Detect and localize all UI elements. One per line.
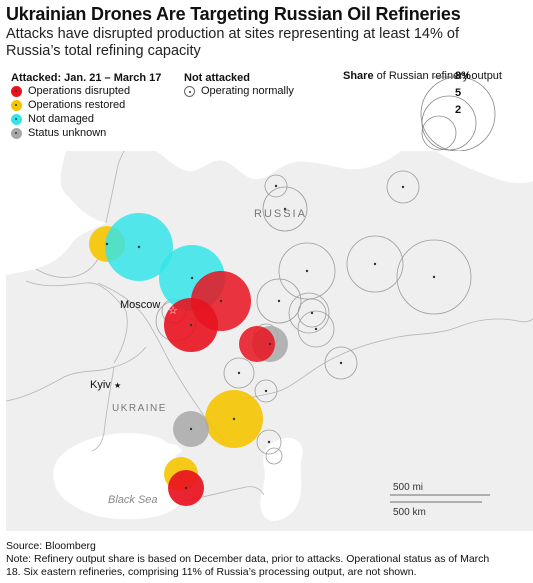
black-sea — [53, 433, 183, 520]
border-belarus — [25, 280, 128, 364]
white-sea — [156, 151, 401, 180]
yellow-dot-icon — [11, 99, 22, 111]
kyiv-star-icon: ★ — [114, 381, 121, 390]
refinery-circle — [254, 379, 278, 403]
size-legend-5: 5 — [455, 87, 462, 99]
map: RUSSIA UKRAINE Black Sea Moscow ☆ Kyiv ★… — [6, 151, 533, 531]
cyan-dot-icon — [11, 113, 22, 125]
border-finland — [105, 151, 125, 224]
legend-item-not-damaged: Not damaged — [11, 113, 94, 125]
chart-title: Ukrainian Drones Are Targeting Russian O… — [6, 4, 461, 24]
scale-bar — [390, 494, 490, 503]
chart-subtitle: Attacks have disrupted production at sit… — [6, 26, 459, 59]
border-baltics — [35, 258, 99, 278]
scale-km-label: 500 km — [393, 507, 426, 518]
refinery-circle — [324, 346, 358, 380]
legend-item-restored: Operations restored — [11, 99, 125, 111]
azov-sea — [156, 443, 182, 458]
legend-item-unknown: Status unknown — [11, 127, 106, 139]
ukraine-label: UKRAINE — [112, 403, 167, 414]
baltic-sea — [6, 151, 106, 275]
refinery-circle — [288, 292, 330, 334]
refinery-circle — [262, 186, 308, 232]
legend-attacked-heading: Attacked: Jan. 21 – March 17 — [11, 72, 162, 84]
size-legend-8: 8% — [455, 70, 471, 82]
refinery-circle — [264, 174, 288, 198]
refinery-circle — [396, 239, 472, 315]
disrupted-circle — [239, 326, 275, 362]
size-legend-2: 2 — [455, 104, 462, 116]
refinery-circle — [278, 242, 336, 300]
gray-dot-icon — [11, 127, 22, 139]
legend-item-disrupted: Operations disrupted — [11, 85, 130, 97]
legend-label: Operations restored — [28, 99, 126, 111]
refinery-circle — [256, 278, 302, 324]
footer: Source: Bloomberg Note: Refinery output … — [6, 540, 506, 579]
legend-label: Not damaged — [28, 113, 95, 125]
moscow-star-icon: ☆ — [168, 304, 178, 317]
kara-sea — [436, 151, 533, 184]
legend-label: Operating normally — [201, 85, 294, 97]
legend-label: Status unknown — [28, 127, 107, 139]
russia-label: RUSSIA — [254, 208, 307, 220]
refinery-circle — [346, 235, 404, 293]
outline-dot-icon — [184, 85, 195, 97]
red-dot-icon — [11, 85, 22, 97]
source-note: Source: Bloomberg — [6, 540, 96, 552]
refinery-circle — [223, 357, 255, 389]
refinery-circle — [297, 298, 327, 328]
legend-label: Operations disrupted — [28, 85, 131, 97]
border-crimea — [91, 366, 115, 452]
size-legend-title-bold: Share — [343, 70, 374, 82]
moscow-label: Moscow — [120, 299, 160, 311]
black-sea-label: Black Sea — [108, 494, 158, 506]
kyiv-label: Kyiv — [90, 379, 111, 391]
caspian-sea — [260, 437, 303, 521]
refinery-circle — [297, 310, 335, 348]
border-kazakhstan — [237, 318, 533, 402]
refinery-circle — [256, 429, 282, 455]
refinery-dots — [105, 184, 436, 490]
refinery-circle — [265, 447, 283, 465]
legend-not-attacked-heading: Not attacked — [184, 72, 251, 84]
border-ukraine-west — [6, 346, 147, 402]
scale-mi-label: 500 mi — [393, 482, 423, 493]
note-text: Note: Refinery output share is based on … — [6, 553, 490, 578]
refinery-circle — [386, 170, 420, 204]
legend-item-operating: Operating normally — [184, 85, 294, 97]
